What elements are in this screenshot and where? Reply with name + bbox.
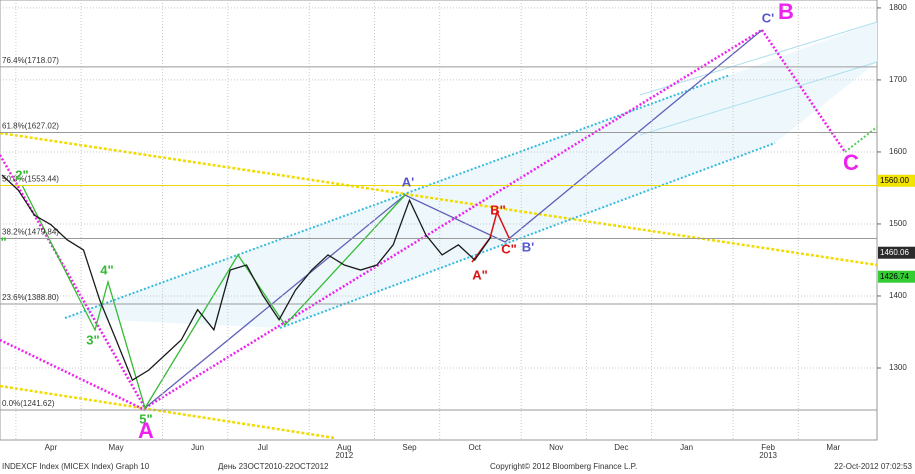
footer-copyright: Copyright© 2012 Bloomberg Finance L.P. [490, 462, 637, 471]
year-label: 2013 [759, 451, 777, 460]
price-line [1, 174, 492, 382]
level-label: 61.8%(1627.02) [2, 122, 59, 131]
x-tick-label: Mar [826, 443, 840, 452]
price-tag-label: 1460.06 [880, 248, 909, 257]
wave-label: B' [522, 239, 534, 254]
footer-timestamp: 22-Oct-2012 07:02:53 [834, 462, 912, 471]
price-tag [878, 174, 915, 187]
wave-label: A [138, 418, 154, 443]
trend-line [144, 28, 763, 410]
y-tick-label: 1700 [889, 75, 907, 84]
x-tick-label: Oct [468, 443, 481, 452]
wave-label: 4" [100, 262, 113, 277]
wave-label: C" [501, 241, 517, 256]
trend-line [844, 126, 878, 153]
y-tick-label: 1600 [889, 147, 907, 156]
level-label: 50.0%(1553.44) [2, 175, 59, 184]
level-label: 0.0%(1241.62) [2, 399, 55, 408]
wave-line [21, 184, 406, 410]
footer-range: День 23OCT2010-22OCT2012 [218, 462, 329, 471]
price-tag-label: 1426.74 [880, 272, 909, 281]
price-tag [878, 246, 915, 259]
wave-label: A' [402, 174, 414, 189]
wave-label: B [778, 0, 794, 24]
x-tick-label: Jan [680, 443, 693, 452]
trend-line [0, 154, 147, 409]
channel-shade [65, 22, 877, 328]
channel-line [639, 21, 878, 96]
x-tick-label: Jun [191, 443, 204, 452]
wave-label: 1" [0, 234, 7, 249]
level-label: 38.2%(1479.84) [2, 228, 59, 237]
x-tick-label: May [109, 443, 124, 452]
wave-label: C [843, 150, 859, 175]
price-tag-label: 1560.00 [880, 176, 909, 185]
wave-line [144, 29, 763, 409]
footer: INDEXCF Index (MICEX Index) Graph 10 Ден… [2, 462, 913, 471]
wave-label: 5" [139, 411, 152, 426]
trend-line [760, 29, 847, 153]
wave-label: 3" [86, 332, 99, 347]
wave-label: B" [490, 202, 506, 217]
level-label: 76.4%(1718.07) [2, 56, 59, 65]
wave-label: A" [472, 267, 488, 282]
trend-line [0, 338, 146, 412]
y-tick-label: 1400 [889, 291, 907, 300]
wave-label: 2" [15, 167, 28, 182]
wave-label: C' [762, 10, 774, 25]
x-tick-label: Jul [258, 443, 268, 452]
x-tick-label: Feb [761, 443, 775, 452]
trend-line [0, 131, 878, 267]
trend-line [0, 384, 336, 440]
x-tick-label: Sep [402, 443, 417, 452]
channel-line [639, 61, 878, 136]
x-tick-label: Aug [337, 443, 351, 452]
x-tick-label: Apr [45, 443, 58, 452]
level-label: 23.6%(1388.80) [2, 293, 59, 302]
y-tick-label: 1300 [889, 363, 907, 372]
footer-security: INDEXCF Index (MICEX Index) Graph 10 [2, 462, 150, 471]
year-label: 2012 [335, 451, 353, 460]
x-tick-label: Nov [549, 443, 563, 452]
y-tick-label: 1800 [889, 3, 907, 12]
y-tick-label: 1500 [889, 219, 907, 228]
price-tag [878, 270, 915, 283]
x-tick-label: Dec [614, 443, 628, 452]
channel-line [279, 142, 776, 329]
